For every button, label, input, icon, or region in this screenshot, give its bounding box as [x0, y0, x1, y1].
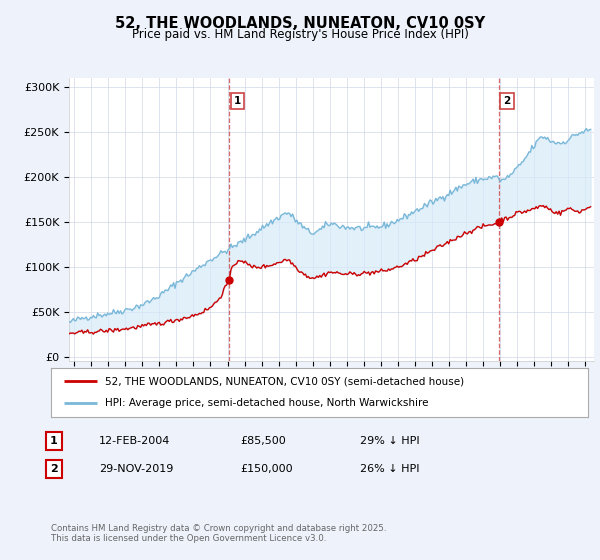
Text: 1: 1	[234, 96, 241, 106]
Text: HPI: Average price, semi-detached house, North Warwickshire: HPI: Average price, semi-detached house,…	[105, 398, 428, 408]
Text: 2: 2	[503, 96, 511, 106]
Text: Contains HM Land Registry data © Crown copyright and database right 2025.
This d: Contains HM Land Registry data © Crown c…	[51, 524, 386, 543]
Text: 52, THE WOODLANDS, NUNEATON, CV10 0SY (semi-detached house): 52, THE WOODLANDS, NUNEATON, CV10 0SY (s…	[105, 376, 464, 386]
Text: 2: 2	[50, 464, 58, 474]
Text: 29-NOV-2019: 29-NOV-2019	[99, 464, 173, 474]
Text: £85,500: £85,500	[240, 436, 286, 446]
Text: Price paid vs. HM Land Registry's House Price Index (HPI): Price paid vs. HM Land Registry's House …	[131, 28, 469, 41]
Text: 12-FEB-2004: 12-FEB-2004	[99, 436, 170, 446]
Text: 1: 1	[50, 436, 58, 446]
Text: 26% ↓ HPI: 26% ↓ HPI	[360, 464, 419, 474]
Text: 52, THE WOODLANDS, NUNEATON, CV10 0SY: 52, THE WOODLANDS, NUNEATON, CV10 0SY	[115, 16, 485, 31]
Text: 29% ↓ HPI: 29% ↓ HPI	[360, 436, 419, 446]
Text: £150,000: £150,000	[240, 464, 293, 474]
